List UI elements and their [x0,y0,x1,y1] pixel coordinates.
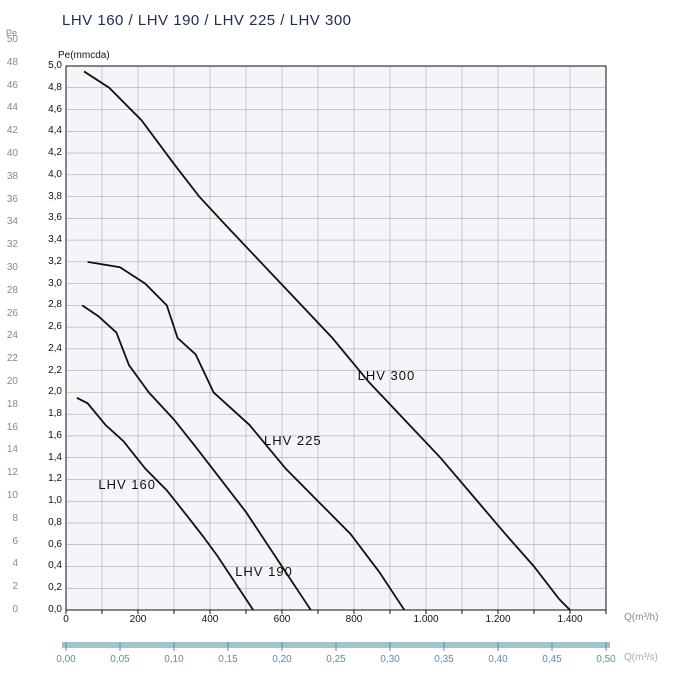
y-tick: 3,0 [32,278,62,289]
outer-y-tick: 0 [0,604,18,615]
outer-y-tick: 14 [0,444,18,455]
series-label-LHV-300: LHV 300 [358,368,416,383]
y-tick: 5,0 [32,60,62,71]
x-tick: 1.200 [485,614,510,625]
y-tick: 4,8 [32,82,62,93]
outer-y-tick: 10 [0,490,18,501]
x2-tick: 0,35 [434,654,453,665]
y-tick: 0,4 [32,560,62,571]
y-tick: 1,4 [32,452,62,463]
x2-tick: 0,40 [488,654,507,665]
outer-y-tick: 50 [0,34,18,45]
y-tick: 1,2 [32,473,62,484]
y-tick: 2,4 [32,343,62,354]
outer-y-tick: 42 [0,125,18,136]
series-label-LHV-190: LHV 190 [235,564,293,579]
outer-y-tick: 22 [0,353,18,364]
x2-tick: 0,10 [164,654,183,665]
y-tick: 2,0 [32,386,62,397]
outer-y-tick: 34 [0,216,18,227]
outer-y-tick: 46 [0,80,18,91]
y-tick: 0,0 [32,604,62,615]
outer-y-tick: 16 [0,422,18,433]
outer-y-tick: 38 [0,171,18,182]
x-tick: 400 [202,614,219,625]
y-tick: 1,0 [32,495,62,506]
outer-y-tick: 26 [0,308,18,319]
y-tick: 1,6 [32,430,62,441]
outer-y-tick: 6 [0,536,18,547]
x2-tick: 0,30 [380,654,399,665]
outer-y-tick: 4 [0,558,18,569]
x2-tick: 0,00 [56,654,75,665]
outer-y-tick: 36 [0,194,18,205]
chart-svg [0,0,686,686]
y-tick: 3,4 [32,234,62,245]
outer-y-tick: 40 [0,148,18,159]
outer-y-tick: 28 [0,285,18,296]
outer-y-tick: 44 [0,102,18,113]
y-tick: 3,2 [32,256,62,267]
y-tick: 0,8 [32,517,62,528]
y-tick: 4,0 [32,169,62,180]
x2-tick: 0,45 [542,654,561,665]
y-tick: 1,8 [32,408,62,419]
y-tick: 3,8 [32,191,62,202]
series-label-LHV-225: LHV 225 [264,433,322,448]
y-tick: 3,6 [32,212,62,223]
x2-tick: 0,15 [218,654,237,665]
y-tick: 0,6 [32,539,62,550]
outer-y-tick: 30 [0,262,18,273]
y-tick: 4,6 [32,104,62,115]
x-tick: 1.400 [557,614,582,625]
series-label-LHV-160: LHV 160 [98,477,156,492]
outer-y-tick: 48 [0,57,18,68]
outer-y-tick: 12 [0,467,18,478]
x-tick: 600 [274,614,291,625]
outer-y-tick: 18 [0,399,18,410]
y-tick: 4,4 [32,125,62,136]
y-tick: 4,2 [32,147,62,158]
x-tick: 800 [346,614,363,625]
y-tick: 0,2 [32,582,62,593]
outer-y-tick: 32 [0,239,18,250]
outer-y-tick: 2 [0,581,18,592]
y-tick: 2,2 [32,365,62,376]
y-tick: 2,8 [32,299,62,310]
y-tick: 2,6 [32,321,62,332]
x2-tick: 0,20 [272,654,291,665]
outer-y-tick: 20 [0,376,18,387]
x2-tick: 0,25 [326,654,345,665]
x-tick: 0 [63,614,69,625]
x2-tick: 0,50 [596,654,615,665]
outer-y-tick: 24 [0,330,18,341]
x-tick: 1.000 [413,614,438,625]
x2-tick: 0,05 [110,654,129,665]
x-tick: 200 [130,614,147,625]
outer-y-tick: 8 [0,513,18,524]
